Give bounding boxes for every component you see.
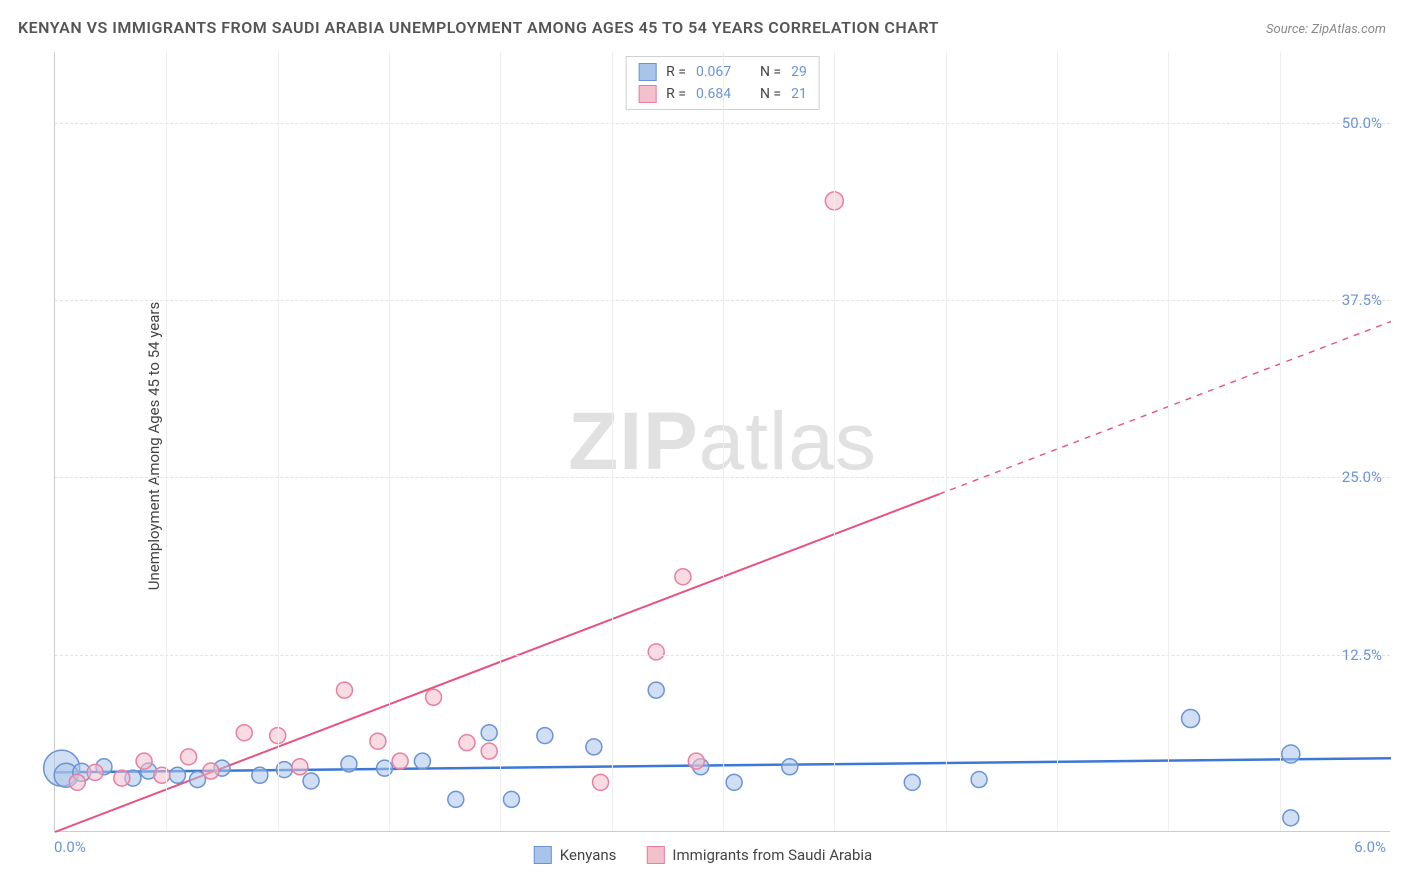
source-attribution: Source: ZipAtlas.com [1266, 22, 1386, 37]
scatter-point [336, 682, 352, 698]
y-tick-label: 25.0% [1342, 468, 1382, 486]
grid-line-vertical [166, 52, 167, 831]
scatter-point [782, 759, 798, 775]
scatter-point [1282, 745, 1300, 763]
scatter-point [648, 682, 664, 698]
scatter-point [292, 759, 308, 775]
scatter-point [648, 644, 664, 660]
y-tick-label: 50.0% [1342, 114, 1382, 132]
scatter-point [481, 725, 497, 741]
scatter-point [1182, 710, 1200, 728]
legend-swatch [638, 85, 656, 103]
legend-r-label: R = [666, 64, 686, 80]
scatter-point [971, 772, 987, 788]
trend-line-solid [55, 494, 939, 832]
chart-title: KENYAN VS IMMIGRANTS FROM SAUDI ARABIA U… [18, 18, 939, 37]
scatter-point [377, 760, 393, 776]
scatter-point [414, 753, 430, 769]
legend-series-label: Immigrants from Saudi Arabia [672, 846, 872, 864]
scatter-point [341, 756, 357, 772]
scatter-point [586, 739, 602, 755]
legend-series-label: Kenyans [560, 846, 617, 864]
grid-line-vertical [500, 52, 501, 831]
legend-n-value: 21 [791, 86, 807, 102]
scatter-point [392, 753, 408, 769]
grid-line-vertical [1168, 52, 1169, 831]
legend-series-item: Immigrants from Saudi Arabia [646, 846, 872, 864]
scatter-point [448, 791, 464, 807]
scatter-point [537, 728, 553, 744]
scatter-point [87, 764, 103, 780]
scatter-point [675, 569, 691, 585]
grid-line-vertical [946, 52, 947, 831]
legend-swatch [638, 63, 656, 81]
grid-line-vertical [389, 52, 390, 831]
scatter-point [503, 791, 519, 807]
scatter-point [593, 774, 609, 790]
legend-series-item: Kenyans [534, 846, 617, 864]
grid-line-vertical [1280, 52, 1281, 831]
scatter-point [426, 689, 442, 705]
scatter-point [303, 773, 319, 789]
chart-container: KENYAN VS IMMIGRANTS FROM SAUDI ARABIA U… [0, 0, 1406, 892]
legend-series: Kenyans Immigrants from Saudi Arabia [534, 846, 872, 864]
legend-r-value: 0.684 [696, 86, 746, 102]
scatter-point [252, 767, 268, 783]
scatter-point [203, 763, 219, 779]
grid-line-vertical [1057, 52, 1058, 831]
legend-swatch [646, 846, 664, 864]
legend-n-label: N = [760, 86, 781, 102]
scatter-point [1283, 810, 1299, 826]
grid-line-vertical [278, 52, 279, 831]
scatter-point [459, 735, 475, 751]
legend-n-label: N = [760, 64, 781, 80]
plot-area: ZIPatlas R =0.067N =29R =0.684N =21 12.5… [54, 52, 1390, 832]
scatter-point [136, 753, 152, 769]
grid-line-vertical [834, 52, 835, 831]
legend-r-value: 0.067 [696, 64, 746, 80]
scatter-point [154, 767, 170, 783]
scatter-point [181, 749, 197, 765]
scatter-point [726, 774, 742, 790]
y-tick-label: 37.5% [1342, 291, 1382, 309]
scatter-point [169, 767, 185, 783]
scatter-point [370, 733, 386, 749]
grid-line-vertical [612, 52, 613, 831]
scatter-point [114, 770, 130, 786]
legend-n-value: 29 [791, 64, 807, 80]
scatter-point [276, 762, 292, 778]
x-axis-origin-label: 0.0% [54, 838, 86, 856]
legend-swatch [534, 846, 552, 864]
y-tick-label: 12.5% [1342, 646, 1382, 664]
grid-line-vertical [723, 52, 724, 831]
scatter-point [69, 774, 85, 790]
trend-line-dashed [939, 321, 1391, 494]
scatter-point [481, 743, 497, 759]
scatter-point [236, 725, 252, 741]
legend-r-label: R = [666, 86, 686, 102]
scatter-point [688, 753, 704, 769]
scatter-point [904, 774, 920, 790]
x-axis-max-label: 6.0% [1354, 838, 1386, 856]
